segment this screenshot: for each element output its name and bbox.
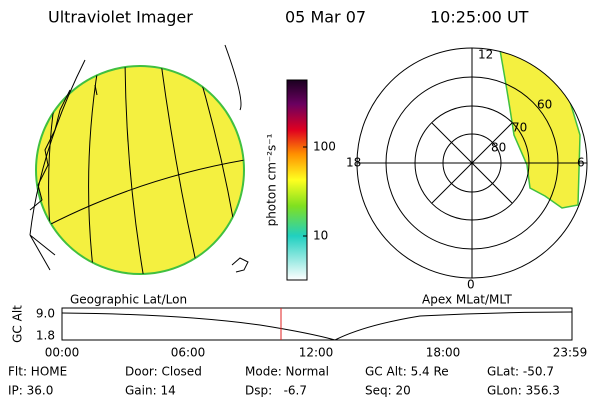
x-label: 12:00 bbox=[299, 346, 334, 360]
y-label: 9.0 bbox=[36, 307, 55, 321]
coastline bbox=[231, 257, 249, 273]
color-tick-label: 10 bbox=[313, 229, 328, 243]
timeline-axis-label: GC Alt bbox=[11, 305, 25, 343]
mlt-label: 12 bbox=[478, 48, 493, 62]
title: Ultraviolet Imager bbox=[48, 8, 193, 27]
status-field: Dsp: -6.7 bbox=[245, 384, 307, 398]
status-field: Flt: HOME bbox=[8, 365, 67, 379]
panel-title: Geographic Lat/Lon bbox=[70, 293, 187, 307]
globe-panel bbox=[29, 44, 249, 275]
mlat-label: 60 bbox=[537, 98, 552, 112]
mlt-line bbox=[431, 122, 513, 204]
color-bar bbox=[286, 79, 308, 281]
mlt-label: 6 bbox=[577, 156, 585, 170]
polar-panel: 12 18 6 0 60 70 80 bbox=[346, 47, 588, 292]
status-field: Door: Closed bbox=[125, 365, 202, 379]
status-field: GLon: 356.3 bbox=[487, 384, 560, 398]
timeline-frame bbox=[61, 307, 573, 341]
x-label: 06:00 bbox=[171, 346, 206, 360]
mlt-label: 0 bbox=[467, 278, 475, 292]
globe-disk bbox=[35, 65, 245, 275]
status-field: Seq: 20 bbox=[365, 384, 411, 398]
coastline bbox=[29, 84, 98, 211]
grid-edge bbox=[29, 44, 242, 271]
mlat-label: 70 bbox=[512, 121, 527, 135]
status-field: GLat: -50.7 bbox=[487, 365, 554, 379]
status-field: IP: 36.0 bbox=[8, 384, 53, 398]
y-label: 1.8 bbox=[36, 329, 55, 343]
date: 05 Mar 07 bbox=[285, 8, 366, 27]
status-field: Mode: Normal bbox=[245, 365, 329, 379]
altitude-curve bbox=[61, 311, 573, 341]
status-field: Gain: 14 bbox=[125, 384, 176, 398]
panel-title: Apex MLat/MLT bbox=[422, 293, 512, 307]
mlat-label: 80 bbox=[491, 141, 506, 155]
mlt-label: 18 bbox=[346, 156, 361, 170]
time: 10:25:00 UT bbox=[430, 8, 529, 27]
status-field: GC Alt: 5.4 Re bbox=[365, 365, 449, 379]
color-tick-label: 100 bbox=[313, 140, 336, 154]
color-bar-label: photon cm⁻²s⁻¹ bbox=[265, 133, 279, 226]
x-label: 00:00 bbox=[45, 346, 80, 360]
x-label: 18:00 bbox=[426, 346, 461, 360]
x-label: 23:59 bbox=[553, 346, 588, 360]
